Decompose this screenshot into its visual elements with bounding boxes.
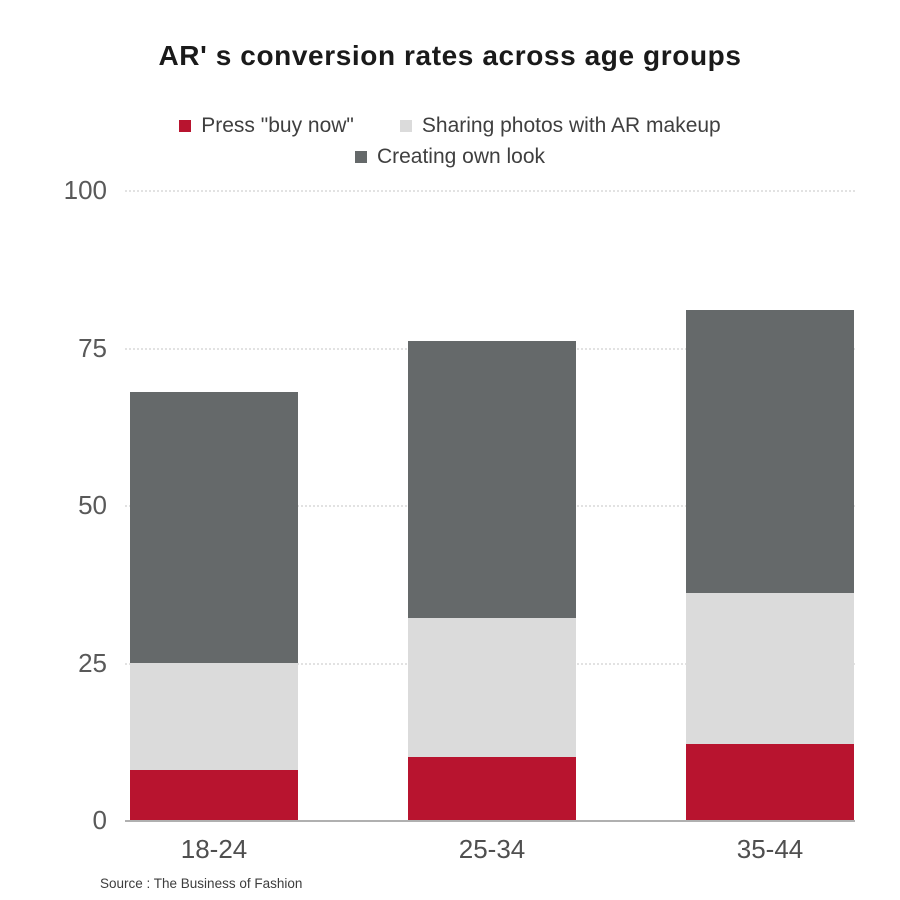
bar-segment-creating-own-look [686,309,854,594]
x-axis-line [125,820,855,822]
legend-row: Press "buy now" Sharing photos with AR ma… [0,110,900,141]
legend-label: Sharing photos with AR makeup [421,113,721,137]
y-tick-label: 25 [78,647,107,678]
bar-segment-creating-own-look [408,341,576,619]
legend-label: Creating own look [376,144,546,168]
bar-segment-sharing-photos-with-ar-makeup [408,618,576,757]
legend-item-creating-own-look: Creating own look [354,144,546,169]
y-tick-label: 100 [63,175,107,205]
bar-segment-sharing-photos-with-ar-makeup [686,593,854,745]
bar-segment-creating-own-look [130,391,298,663]
legend-swatch-icon [179,119,192,132]
legend-item-press-buy-now: Press "buy now" [179,114,354,138]
bar-25-34 [408,341,576,820]
x-tick-label: 35-44 [736,834,804,864]
bar-segment-press-buy-now [686,744,854,820]
source-note: Source : The Business of Fashion [100,876,303,891]
y-tick-label: 50 [78,490,107,520]
bar-18-24 [130,391,298,820]
bar-segment-press-buy-now [130,769,298,820]
legend-item-sharing-photos-with-ar-makeup: Sharing photos with AR makeup [399,113,721,138]
y-tick-label: 75 [78,332,107,363]
x-tick-label: 18-24 [180,834,248,864]
legend: Press "buy now" Sharing photos with AR ma… [0,110,900,172]
bar-segment-press-buy-now [408,757,576,820]
chart-title: AR' s conversion rates across age groups [158,40,742,71]
gridline-100 [125,190,855,192]
y-tick-label: 0 [92,805,107,835]
legend-swatch-icon [399,119,412,132]
legend-row: Creating own look [0,141,900,172]
legend-swatch-icon [354,150,367,163]
x-tick-label: 25-34 [458,834,526,864]
plot-area: 0 25 50 75 100 18-24 25-34 35-44 [64,175,855,864]
bar-35-44 [686,309,854,820]
bar-segment-sharing-photos-with-ar-makeup [130,662,298,770]
legend-label: Press "buy now" [201,113,354,137]
